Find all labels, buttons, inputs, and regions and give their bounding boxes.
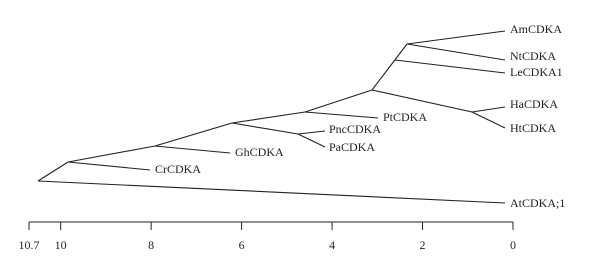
leaf-label: PaCDKA bbox=[329, 140, 375, 154]
leaf-label: PncCDKA bbox=[329, 122, 381, 136]
leaf-label: CrCDKA bbox=[155, 162, 201, 176]
branch bbox=[297, 130, 326, 135]
branch bbox=[67, 145, 156, 163]
tick-label: 10 bbox=[55, 238, 67, 252]
tick-label: 2 bbox=[420, 238, 426, 252]
tick-label: 4 bbox=[329, 238, 335, 252]
leaf-label: AtCDKA;1 bbox=[510, 196, 565, 210]
branch bbox=[154, 145, 231, 154]
leaf-label: AmCDKA bbox=[510, 22, 562, 36]
branch bbox=[371, 43, 408, 91]
leaf-labels: AmCDKA NtCDKA LeCDKA1 HaCDKA HtCDKA PtCD… bbox=[155, 22, 565, 210]
scale-axis bbox=[28, 221, 514, 230]
branch bbox=[471, 111, 506, 129]
branch bbox=[231, 111, 306, 124]
branch bbox=[67, 161, 151, 171]
branch bbox=[297, 133, 326, 148]
branch bbox=[304, 111, 379, 119]
tick-label: 6 bbox=[239, 238, 245, 252]
branch bbox=[471, 106, 506, 113]
leaf-label: LeCDKA1 bbox=[510, 65, 563, 79]
branch bbox=[406, 43, 506, 61]
leaf-label: HaCDKA bbox=[510, 97, 558, 111]
branch bbox=[406, 30, 506, 45]
leaf-label: NtCDKA bbox=[510, 49, 556, 63]
branch bbox=[231, 122, 299, 135]
branch bbox=[371, 89, 473, 113]
branch bbox=[154, 122, 233, 147]
branch bbox=[37, 180, 506, 204]
leaf-label: PtCDKA bbox=[383, 110, 427, 124]
leaf-label: HtCDKA bbox=[510, 121, 556, 135]
branches bbox=[37, 30, 506, 204]
tick-label: 8 bbox=[148, 238, 154, 252]
branch bbox=[304, 89, 373, 113]
tick-label: 10.7 bbox=[19, 238, 40, 252]
tick-label: 0 bbox=[510, 238, 516, 252]
branch bbox=[394, 59, 506, 74]
branch bbox=[37, 161, 69, 182]
leaf-label: GhCDKA bbox=[235, 145, 284, 159]
